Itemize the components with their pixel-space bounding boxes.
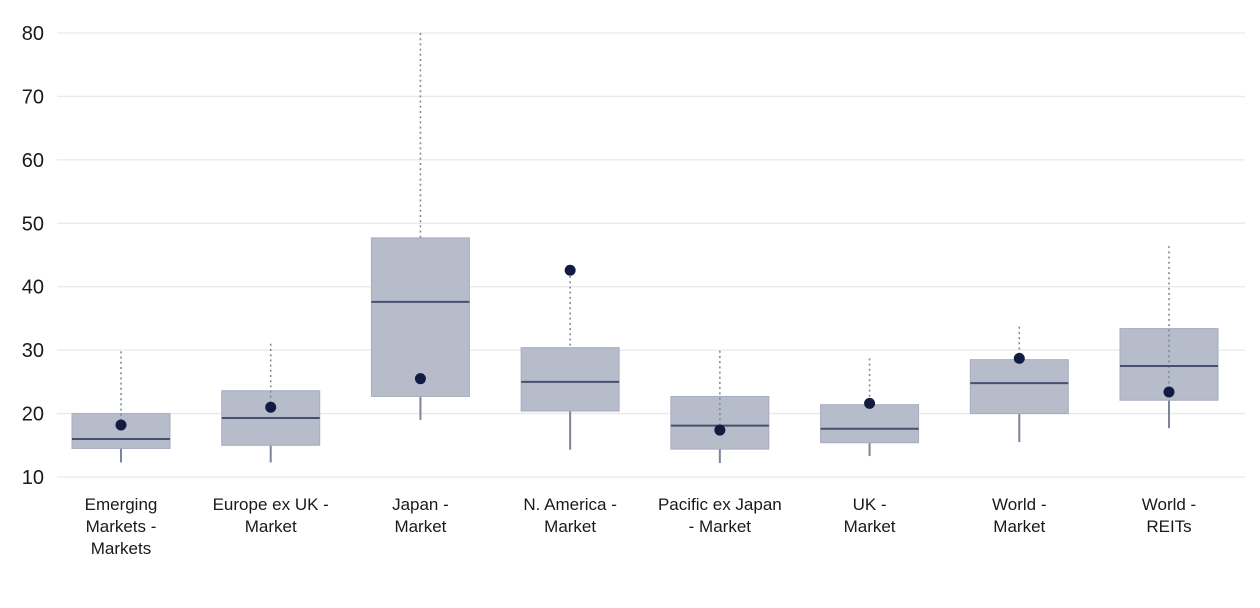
y-tick-label-20: 20 bbox=[22, 404, 44, 426]
x-axis-label-line: Pacific ex Japan bbox=[658, 495, 782, 514]
x-axis-label-line: World - bbox=[992, 495, 1046, 514]
box-group-world-market: World - Market bbox=[969, 326, 1069, 536]
box-group-japan-market: Japan - Market bbox=[370, 33, 470, 536]
box-rect bbox=[969, 359, 1069, 415]
x-axis-label-line: Market bbox=[844, 517, 896, 536]
y-tick-label-50: 50 bbox=[22, 213, 44, 235]
x-axis-label-line: Market bbox=[394, 517, 446, 536]
x-axis-label-line: Markets bbox=[91, 539, 151, 558]
box-group-uk-market: UK - Market bbox=[820, 358, 920, 536]
x-axis-label-line: UK - bbox=[853, 495, 887, 514]
mean-dot bbox=[1013, 352, 1025, 364]
y-tick-label-10: 10 bbox=[22, 467, 44, 489]
mean-dot bbox=[714, 424, 726, 436]
box-rect bbox=[71, 413, 171, 449]
box-group-emerging-markets-markets: Emerging Markets - Markets bbox=[71, 351, 171, 558]
box-rect bbox=[670, 395, 770, 450]
x-axis-label-line: Market bbox=[544, 517, 596, 536]
y-tick-label-80: 80 bbox=[22, 23, 44, 45]
y-tick-label-70: 70 bbox=[22, 86, 44, 108]
x-axis-label-line: Market bbox=[245, 517, 297, 536]
x-axis-label-line: Europe ex UK - bbox=[213, 495, 329, 514]
mean-dot bbox=[115, 419, 127, 431]
x-axis-label-line: N. America - bbox=[523, 495, 617, 514]
x-axis-label-line: Market bbox=[993, 517, 1045, 536]
box-rect bbox=[820, 404, 920, 444]
x-axis-label-line: Markets - bbox=[86, 517, 157, 536]
x-axis-label-line: World - bbox=[1142, 495, 1196, 514]
box-rect bbox=[370, 237, 470, 397]
x-axis-label-line: Japan - bbox=[392, 495, 449, 514]
mean-dot bbox=[864, 397, 876, 409]
mean-dot bbox=[1163, 386, 1175, 398]
y-tick-label-60: 60 bbox=[22, 150, 44, 172]
box-group-europe-ex-uk-market: Europe ex UK - Market bbox=[213, 343, 329, 536]
x-axis-label-line: Emerging bbox=[85, 495, 158, 514]
mean-dot bbox=[414, 373, 426, 385]
box-rect bbox=[520, 347, 620, 412]
box-group-pacific-ex-japan-market: Pacific ex Japan - Market bbox=[658, 350, 782, 536]
x-axis-label-line: - Market bbox=[689, 517, 752, 536]
mean-dot bbox=[564, 264, 576, 276]
mean-dot bbox=[265, 401, 277, 413]
y-tick-label-40: 40 bbox=[22, 277, 44, 299]
y-tick-label-30: 30 bbox=[22, 340, 44, 362]
box-group-n-america-market: N. America - Market bbox=[520, 264, 620, 536]
box-group-world-reits: World - REITs bbox=[1119, 246, 1219, 536]
x-axis-label-line: REITs bbox=[1146, 517, 1191, 536]
